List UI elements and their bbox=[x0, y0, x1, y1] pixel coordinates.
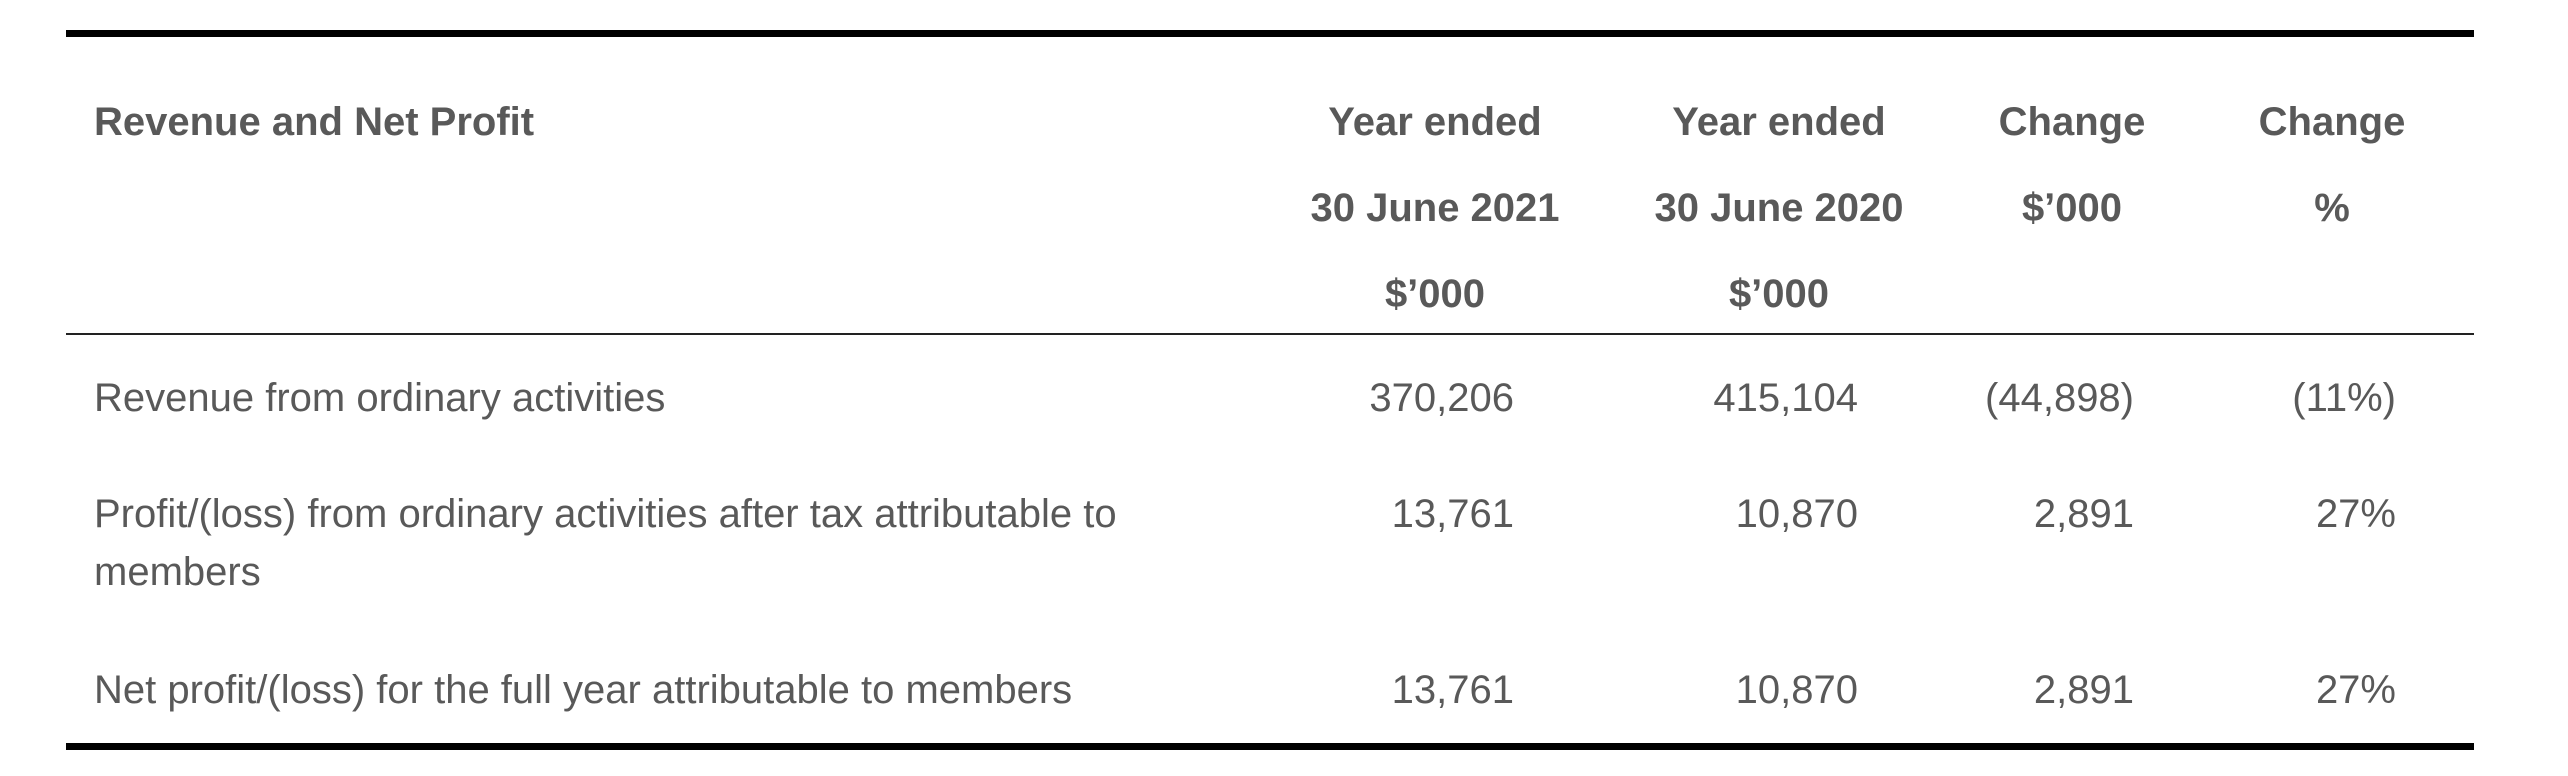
header-col2-line3: $’000 bbox=[1728, 272, 1830, 316]
row-label: Profit/(loss) from ordinary activities a… bbox=[94, 492, 1117, 594]
table-header-row: Revenue and Net Profit Year ended 30 Jun… bbox=[66, 37, 2474, 333]
value-2021: 370,206 bbox=[1369, 376, 1514, 420]
header-col3-line2: $’000 bbox=[2021, 186, 2123, 230]
value-change-amount: 2,891 bbox=[2033, 668, 2134, 712]
header-col1-line3: $’000 bbox=[1384, 272, 1486, 316]
header-col2-line1: Year ended bbox=[1672, 100, 1886, 144]
header-col4-line2: % bbox=[2314, 186, 2350, 230]
value-change-amount: 2,891 bbox=[2033, 492, 2134, 536]
top-border bbox=[66, 30, 2474, 37]
header-col4-line1: Change bbox=[2258, 100, 2406, 144]
value-2020: 415,104 bbox=[1713, 376, 1858, 420]
header-change-percent: Change % bbox=[2202, 79, 2462, 251]
header-year-2021: Year ended 30 June 2021 $’000 bbox=[1280, 79, 1590, 337]
header-divider bbox=[66, 333, 2474, 335]
header-col1-line2: 30 June 2021 bbox=[1310, 186, 1560, 230]
row-label: Revenue from ordinary activities bbox=[94, 376, 666, 420]
header-col2-line2: 30 June 2020 bbox=[1654, 186, 1904, 230]
value-change-percent: (11%) bbox=[2292, 376, 2396, 420]
header-year-2020: Year ended 30 June 2020 $’000 bbox=[1624, 79, 1934, 337]
row-label: Net profit/(loss) for the full year attr… bbox=[94, 668, 1073, 712]
value-2020: 10,870 bbox=[1735, 668, 1858, 712]
table-body: Revenue from ordinary activities 370,206… bbox=[66, 335, 2474, 743]
header-label: Revenue and Net Profit bbox=[94, 79, 534, 165]
value-2021: 13,761 bbox=[1391, 668, 1514, 712]
value-change-amount: (44,898) bbox=[1985, 376, 2134, 420]
header-change-amount: Change $’000 bbox=[1942, 79, 2202, 251]
header-col3-line1: Change bbox=[1998, 100, 2146, 144]
value-2020: 10,870 bbox=[1735, 492, 1858, 536]
revenue-net-profit-table: Revenue and Net Profit Year ended 30 Jun… bbox=[66, 30, 2474, 750]
value-2021: 13,761 bbox=[1391, 492, 1514, 536]
header-label-text: Revenue and Net Profit bbox=[94, 100, 535, 144]
bottom-border bbox=[66, 743, 2474, 750]
header-col1-line1: Year ended bbox=[1328, 100, 1542, 144]
value-change-percent: 27% bbox=[2315, 668, 2396, 712]
value-change-percent: 27% bbox=[2315, 492, 2396, 536]
